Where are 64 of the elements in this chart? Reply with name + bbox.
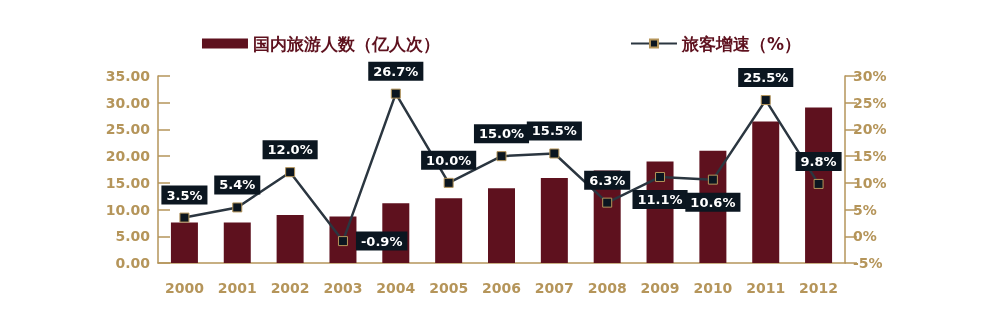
x-tick-label: 2007 <box>534 280 574 296</box>
point <box>707 174 718 185</box>
data-label: 11.1% <box>637 191 683 207</box>
y-tick-label: 25.00 <box>105 121 151 138</box>
y2-tick-label: 20% <box>853 121 887 138</box>
data-label: 10.6% <box>690 194 736 210</box>
point <box>760 95 771 106</box>
point <box>443 177 454 188</box>
x-tick-label: 2006 <box>482 280 521 296</box>
bar <box>488 188 515 263</box>
x-tick-label: 2001 <box>217 280 257 296</box>
point <box>179 212 190 223</box>
data-label: 12.0% <box>267 142 313 158</box>
data-label: 5.4% <box>219 177 256 193</box>
bar <box>435 198 463 263</box>
y-tick-label: 0.00 <box>115 255 151 271</box>
x-tick-label: 2009 <box>640 280 680 296</box>
point <box>337 236 348 247</box>
legend-label: 国内旅游人数（亿人次） <box>252 33 440 54</box>
data-label: 15.0% <box>478 126 525 142</box>
bar <box>752 121 780 263</box>
y2-tick-label: -5% <box>853 255 883 271</box>
x-tick-label: 2002 <box>270 280 310 296</box>
x-tick-label: 2008 <box>587 280 627 296</box>
data-label: 15.5% <box>531 123 577 139</box>
data-label: 26.7% <box>373 63 419 79</box>
bar <box>540 178 568 263</box>
y-tick-label: 30.00 <box>105 94 151 111</box>
point <box>285 167 296 178</box>
x-tick-label: 2012 <box>799 280 839 296</box>
y-tick-label: 5.00 <box>115 228 151 245</box>
y-tick-label: 35.00 <box>105 68 151 84</box>
y2-tick-label: 15% <box>853 148 887 165</box>
legend-label: 旅客增速（%） <box>680 33 802 54</box>
point <box>813 178 824 189</box>
data-label: 3.5% <box>166 187 203 203</box>
y-tick-label: 15.00 <box>105 174 151 191</box>
x-tick-label: 2000 <box>164 280 205 296</box>
y2-tick-label: 5% <box>853 201 877 218</box>
bar <box>170 222 198 263</box>
y2-tick-label: 10% <box>853 174 887 191</box>
data-label: 25.5% <box>743 70 789 86</box>
bar <box>223 222 251 263</box>
point <box>390 88 401 99</box>
y2-tick-label: 25% <box>853 94 887 111</box>
y2-tick-label: 0% <box>853 228 877 245</box>
y2-tick-label: 30% <box>853 68 887 84</box>
x-tick-label: 2005 <box>429 280 469 296</box>
point <box>496 151 507 162</box>
y-tick-label: 10.00 <box>105 201 151 218</box>
bar <box>276 214 304 263</box>
x-tick-label: 2003 <box>323 280 363 296</box>
x-tick-label: 2010 <box>693 280 733 296</box>
data-label: 9.8% <box>800 153 837 169</box>
data-label: 6.3% <box>589 172 626 188</box>
data-label: 10.0% <box>426 152 472 168</box>
y-tick-label: 20.00 <box>105 148 151 165</box>
data-label: -0.9% <box>360 233 403 249</box>
point <box>655 171 666 182</box>
point <box>232 202 243 213</box>
x-tick-label: 2004 <box>376 280 416 296</box>
point <box>549 148 560 159</box>
x-tick-label: 2011 <box>746 280 786 296</box>
point <box>602 197 613 208</box>
